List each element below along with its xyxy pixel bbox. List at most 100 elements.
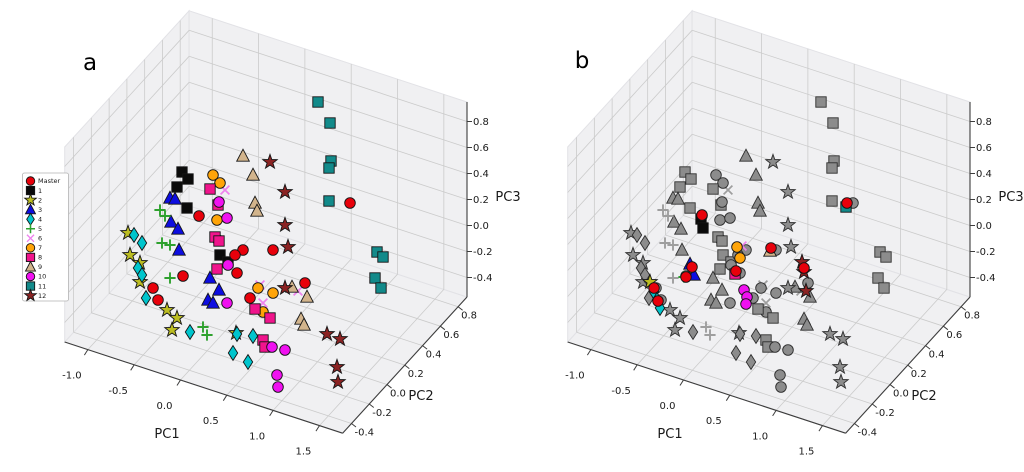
scatter-point (204, 183, 216, 195)
scatter-point (140, 289, 152, 307)
scatter-point (764, 153, 782, 170)
panel-b-plot: -1.0-0.50.00.51.01.5-0.4-0.20.00.20.40.6… (565, 9, 1024, 458)
y-axis-label: PC2 (408, 389, 433, 404)
grid-line (64, 30, 190, 167)
grid-line (64, 134, 190, 271)
scatter-point (704, 329, 716, 341)
grid-line (91, 312, 370, 405)
scatter-point (221, 297, 233, 309)
scatter-point (276, 216, 294, 233)
y-tick-label: -0.2 (875, 408, 895, 419)
legend-label: 7 (38, 244, 42, 252)
scatter-point (765, 242, 777, 254)
z-axis-label: PC3 (495, 190, 520, 205)
scatter-point (312, 96, 324, 108)
grid-line (188, 185, 468, 278)
scatter-point (244, 292, 256, 304)
panel-a-plot: -1.0-0.50.00.51.01.5-0.4-0.20.00.20.40.6… (22, 9, 521, 458)
tick-mark (457, 306, 463, 311)
grid-line (691, 133, 971, 226)
scatter-point (716, 196, 728, 208)
scatter-point (331, 330, 349, 347)
scatter-point (213, 196, 225, 208)
scatter-point (880, 251, 892, 263)
tick-mark (925, 345, 931, 350)
scatter-point (25, 243, 36, 253)
scatter-point (724, 212, 736, 224)
scatter-point (229, 249, 241, 261)
scatter-point (158, 301, 176, 318)
scatter-point (745, 353, 757, 371)
grid-line (73, 331, 352, 424)
panel-a-letter: a (83, 50, 97, 76)
grid-line (144, 254, 423, 347)
legend-label: 1 (38, 187, 42, 195)
scatter-point (24, 260, 37, 272)
scatter-point (261, 153, 279, 170)
scatter-point (667, 272, 679, 284)
tick-mark (404, 364, 410, 369)
tick-mark (943, 325, 949, 331)
y-tick-label: 0.4 (426, 350, 442, 361)
scatter-point (639, 234, 651, 252)
tick-mark (386, 384, 392, 389)
grid-line (567, 134, 693, 271)
scatter-point (834, 330, 852, 347)
scatter-point (247, 327, 259, 345)
legend-label: 5 (38, 225, 42, 233)
scatter-point (740, 298, 752, 310)
x-tick-label: -0.5 (611, 386, 631, 397)
scatter-point (666, 321, 684, 338)
grid-line (567, 56, 693, 193)
scatter-point (671, 309, 689, 326)
scatter-point (377, 251, 389, 263)
scatter-point (23, 192, 38, 207)
scatter-point (798, 262, 810, 274)
legend-label: Master (38, 177, 61, 185)
scatter-point (276, 279, 294, 296)
scatter-point (128, 226, 140, 244)
scatter-point (213, 235, 225, 247)
scatter-point (652, 295, 664, 307)
scatter-point (799, 317, 815, 331)
scatter-point (193, 210, 205, 222)
scatter-point (369, 272, 381, 284)
scatter-point (163, 321, 181, 338)
scatter-point (207, 169, 219, 181)
scatter-point (26, 224, 35, 234)
grid-line (180, 215, 459, 308)
scatter-point (700, 321, 712, 333)
grid-line (567, 30, 693, 167)
x-tick-label: 1.0 (752, 431, 768, 442)
x-tick-label: 1.5 (798, 447, 814, 458)
z-axis-label: PC3 (998, 190, 1023, 205)
scatter-point (748, 167, 764, 181)
scatter-point (797, 282, 815, 299)
scatter-point (714, 282, 730, 296)
scatter-point (299, 277, 311, 289)
tick-mark (176, 379, 181, 386)
scatter-point (686, 261, 698, 273)
grid-line (188, 29, 468, 122)
tick-mark (269, 410, 274, 417)
scatter-point (738, 148, 754, 162)
scatter-point (205, 295, 221, 309)
scatter-point (136, 266, 148, 284)
scatter-point (708, 295, 724, 309)
scatter-point (136, 234, 148, 252)
scatter-point (779, 279, 797, 296)
scatter-point (774, 369, 786, 381)
scatter-point (680, 271, 692, 283)
x-tick-label: 0.0 (660, 401, 676, 412)
x-tick-label: 1.0 (249, 431, 265, 442)
x-axis-label: PC1 (154, 427, 179, 442)
tick-mark (871, 403, 878, 408)
z-tick-label: 0.0 (976, 221, 992, 232)
axis-labels: PC1 PC2 PC3 (154, 190, 520, 442)
scatter-point (662, 210, 674, 222)
scatter-point (211, 263, 223, 275)
scatter-point (815, 96, 827, 108)
scatter-point (696, 209, 708, 221)
scatter-point (707, 183, 719, 195)
